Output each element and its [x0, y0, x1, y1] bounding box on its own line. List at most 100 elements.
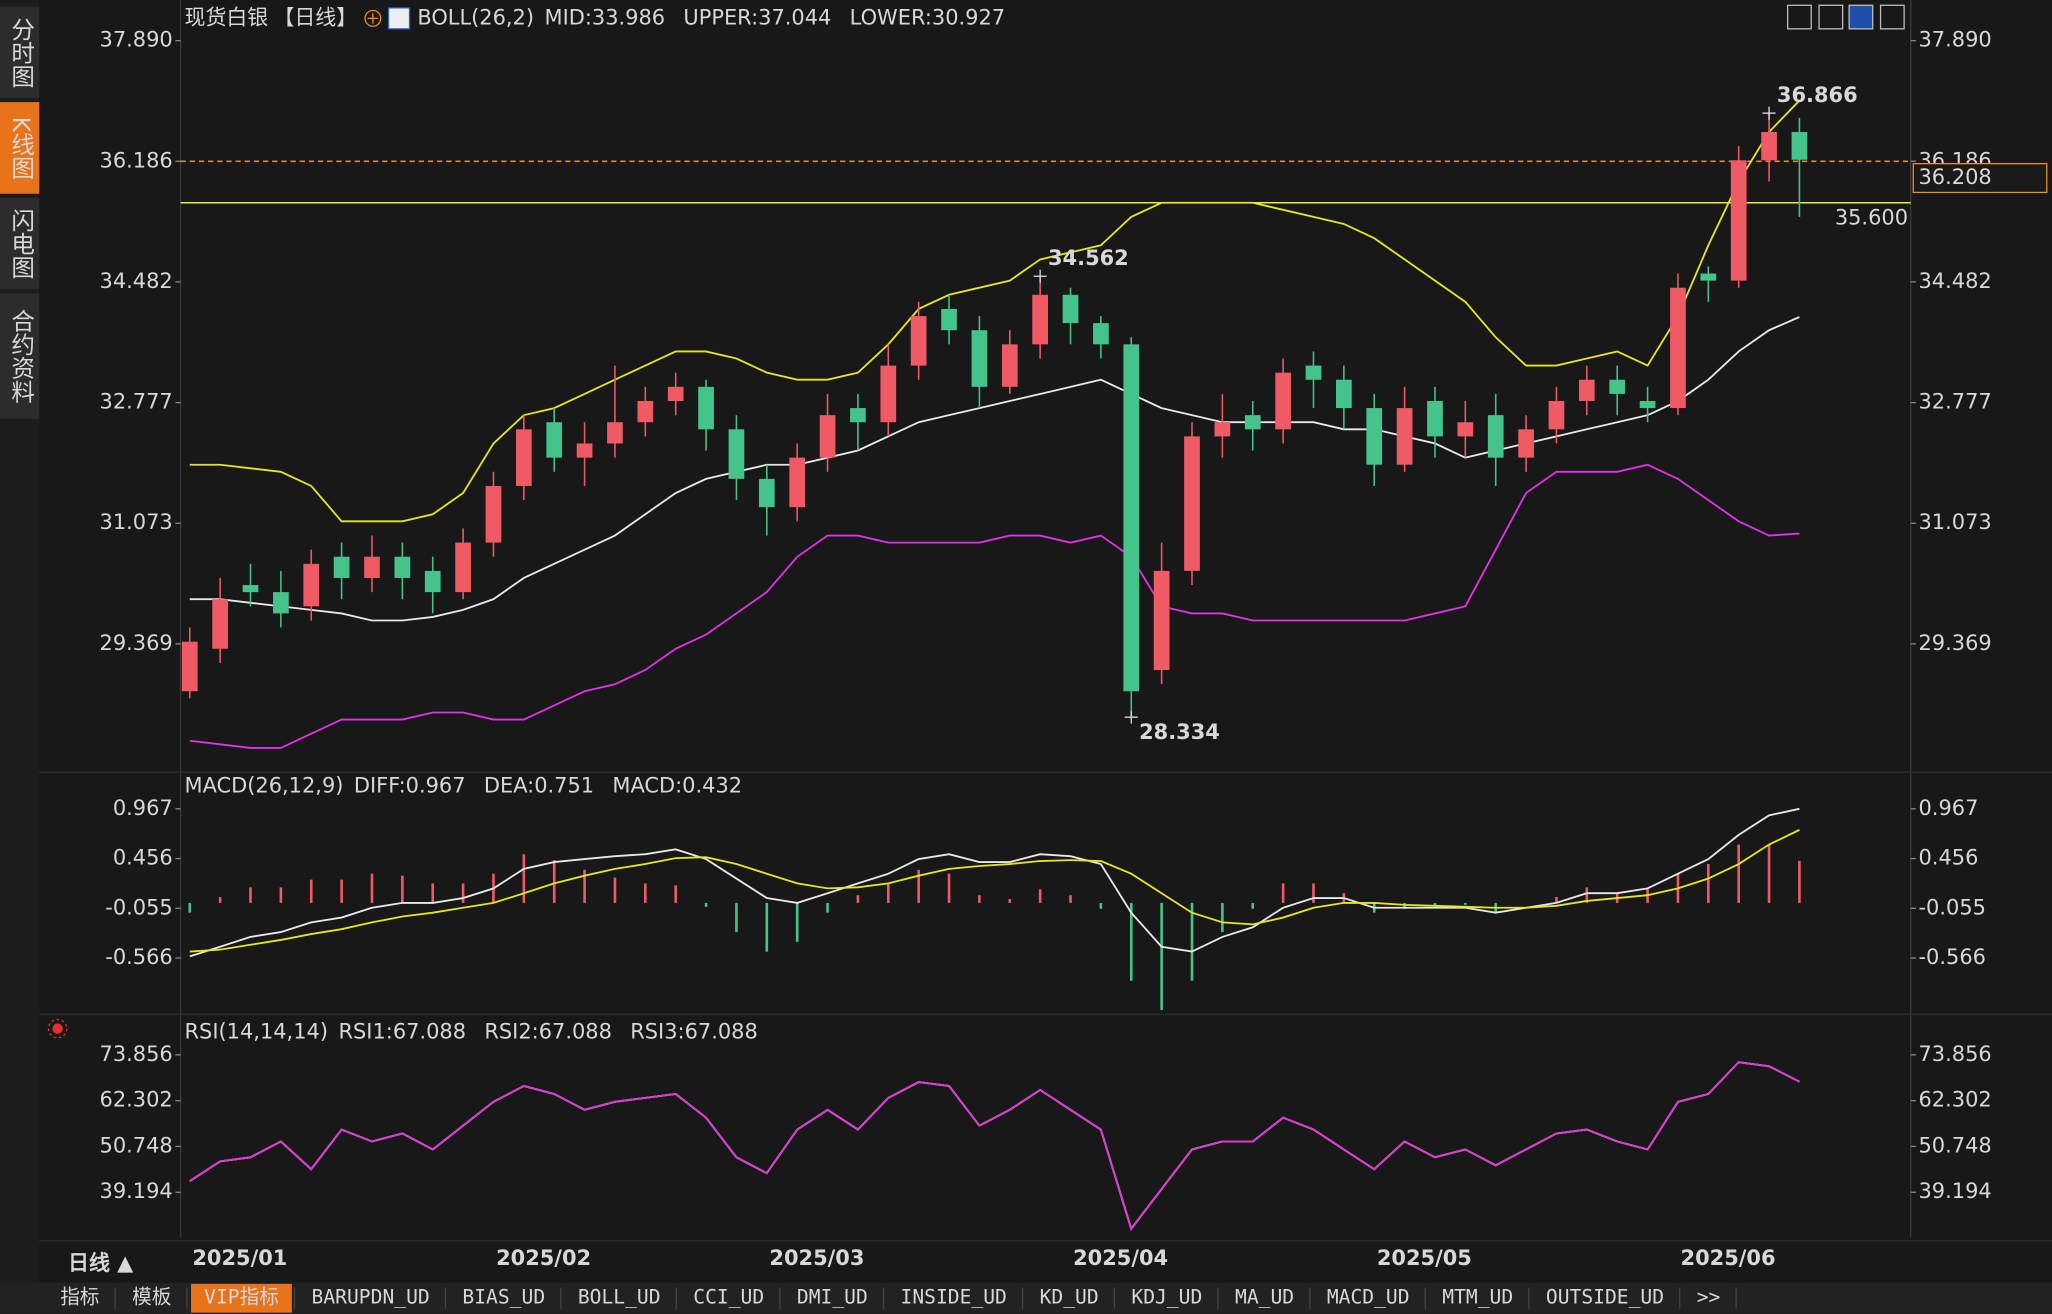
- tab-bg[interactable]: [119, 1283, 185, 1313]
- tab-bg[interactable]: [1313, 1283, 1423, 1313]
- y-tick-label-right: 62.302: [1919, 1088, 1992, 1112]
- sidebar-label[interactable]: 分时图: [7, 17, 35, 88]
- candle-body: [515, 429, 532, 486]
- icon-layout[interactable]: [1818, 4, 1844, 30]
- x-tick-label: 2025/02: [496, 1246, 591, 1270]
- tab[interactable]: MTM_UD: [1442, 1286, 1513, 1309]
- tab-bg[interactable]: [564, 1283, 674, 1313]
- candle-body: [1214, 422, 1231, 437]
- add-icon-cross[interactable]: [367, 13, 379, 24]
- tab[interactable]: MA_UD: [1235, 1286, 1294, 1309]
- y-tick-label: 29.369: [100, 631, 173, 655]
- candle-body: [1396, 408, 1413, 465]
- tab-bg[interactable]: [1118, 1283, 1216, 1313]
- candle-body: [1670, 287, 1686, 409]
- legend-item: RSI1:67.088: [338, 1020, 466, 1044]
- candle-body: [1153, 570, 1170, 671]
- y-tick-label-right: 31.073: [1919, 510, 1992, 534]
- tab[interactable]: BOLL_UD: [578, 1286, 661, 1309]
- extreme-label: 36.866: [1777, 83, 1858, 107]
- candle-body: [698, 386, 714, 430]
- tab-bg[interactable]: [298, 1283, 443, 1313]
- candle-body: [1730, 160, 1747, 281]
- tab-bg[interactable]: [1429, 1283, 1527, 1313]
- sidebar-label[interactable]: 闪电图: [7, 208, 35, 279]
- y-tick-label-right: 39.194: [1919, 1179, 1992, 1203]
- y-tick-label-right: 29.369: [1919, 631, 1992, 655]
- y-tick-label: 34.482: [100, 269, 173, 293]
- tab[interactable]: 模板: [132, 1286, 171, 1309]
- tab-bg[interactable]: [191, 1283, 292, 1313]
- sidebar-item[interactable]: [0, 197, 40, 290]
- extreme-label: 28.334: [1139, 720, 1220, 744]
- sidebar-label[interactable]: K线图: [7, 117, 35, 180]
- candle-body: [181, 641, 198, 692]
- candle-body: [394, 556, 411, 578]
- tab-bg[interactable]: [1683, 1283, 1734, 1313]
- sidebar-label[interactable]: 合约资料: [7, 309, 35, 404]
- y-tick-label: 62.302: [100, 1088, 173, 1112]
- y-tick-label: 0.456: [113, 846, 173, 870]
- candle-body: [910, 316, 927, 366]
- sidebar-item[interactable]: [0, 6, 40, 99]
- tab[interactable]: KDJ_UD: [1131, 1286, 1202, 1309]
- candle-body: [1518, 429, 1534, 458]
- candle-body: [941, 308, 957, 331]
- tab[interactable]: CCI_UD: [693, 1286, 764, 1309]
- icon-export[interactable]: [1879, 4, 1905, 30]
- tab[interactable]: BARUPDN_UD: [312, 1286, 430, 1309]
- y-tick-label-right: 0.967: [1919, 796, 1979, 820]
- y-tick-label-right: -0.566: [1919, 945, 1986, 969]
- tab-bg[interactable]: [783, 1283, 881, 1313]
- y-tick-label: 73.856: [100, 1042, 173, 1066]
- tab[interactable]: VIP指标: [204, 1286, 279, 1309]
- tab[interactable]: MACD_UD: [1327, 1286, 1410, 1309]
- tab[interactable]: >>: [1697, 1286, 1721, 1309]
- y-tick-label-right: 37.890: [1919, 28, 1992, 52]
- tab[interactable]: OUTSIDE_UD: [1546, 1286, 1664, 1309]
- tab-bg[interactable]: [1532, 1283, 1678, 1313]
- y-tick-label-right: 50.748: [1919, 1133, 1992, 1157]
- tab-bg[interactable]: [47, 1283, 113, 1313]
- add-icon[interactable]: [364, 9, 382, 27]
- period-button[interactable]: 日线 ▲: [68, 1251, 134, 1275]
- candle-body: [1700, 273, 1717, 281]
- candle-body: [637, 400, 654, 423]
- icon-chart[interactable]: [1848, 4, 1874, 30]
- tab[interactable]: KD_UD: [1040, 1286, 1099, 1309]
- sidebar-item[interactable]: [0, 293, 40, 419]
- candle-body: [576, 443, 593, 458]
- reference-label: 35.600: [1835, 205, 1908, 229]
- tab-bg[interactable]: [1026, 1283, 1112, 1313]
- indicator-icon[interactable]: [387, 7, 411, 30]
- candle-body: [273, 592, 289, 614]
- legend-item: 现货白银: [185, 5, 269, 29]
- candle-body: [1487, 415, 1504, 458]
- y-tick-label: 31.073: [100, 510, 173, 534]
- sidebar-item[interactable]: [0, 102, 40, 194]
- tab-bg[interactable]: [887, 1283, 1020, 1313]
- x-tick-label: 2025/03: [769, 1246, 864, 1270]
- tab[interactable]: BIAS_UD: [462, 1286, 545, 1309]
- tab-bg[interactable]: [680, 1283, 778, 1313]
- tab[interactable]: INSIDE_UD: [901, 1286, 1007, 1309]
- tab-bg[interactable]: [1221, 1283, 1308, 1313]
- tab-bg[interactable]: [449, 1283, 559, 1313]
- y-tick-label: 0.967: [113, 796, 173, 820]
- legend-item: RSI3:67.088: [630, 1020, 758, 1044]
- tab[interactable]: 指标: [60, 1286, 99, 1309]
- legend-item: UPPER:37.044: [683, 5, 831, 29]
- candle-body: [424, 570, 441, 593]
- x-tick-label: 2025/05: [1377, 1246, 1472, 1270]
- y-tick-label: 50.748: [100, 1133, 173, 1157]
- legend-item: LOWER:30.927: [850, 5, 1005, 29]
- candle-body: [546, 422, 563, 458]
- legend-item: RSI(14,14,14): [185, 1020, 328, 1044]
- tab[interactable]: DMI_UD: [797, 1286, 868, 1309]
- toolbar-icons[interactable]: [1786, 4, 1905, 30]
- legend-item: RSI2:67.088: [484, 1020, 612, 1044]
- candle-body: [1275, 372, 1291, 430]
- icon-crosshair[interactable]: [1786, 4, 1812, 30]
